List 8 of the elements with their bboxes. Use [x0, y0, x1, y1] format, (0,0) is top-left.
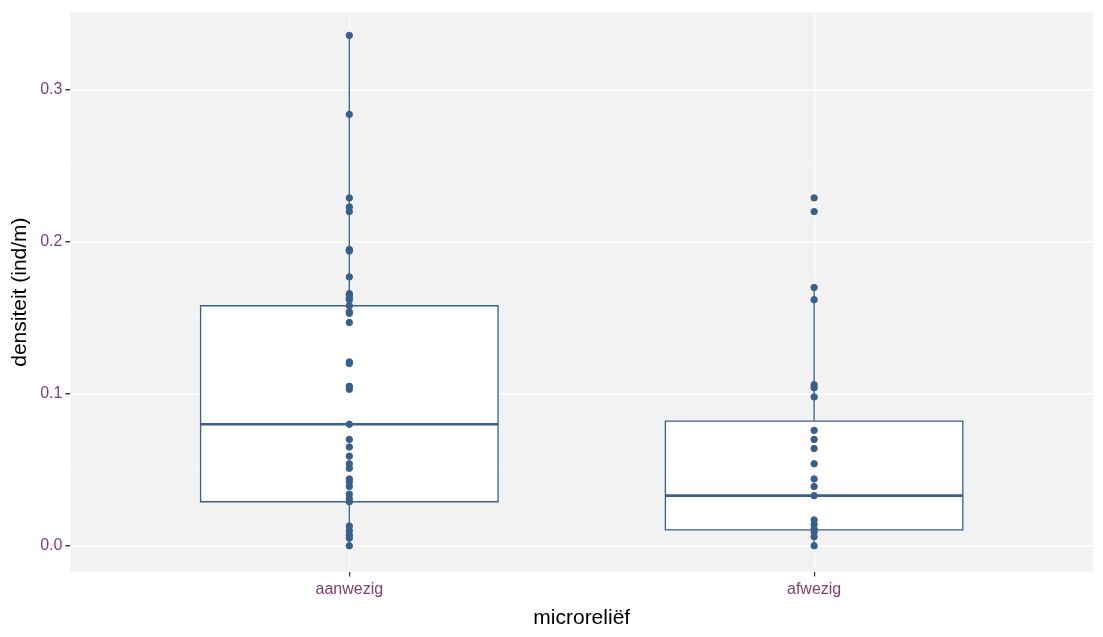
x-tick-label: aanwezig [315, 579, 384, 597]
y-tick-label: 0.3 [40, 80, 63, 98]
y-axis-title: densiteit (ind/m) [7, 217, 31, 367]
y-tick-label: 0.2 [40, 232, 63, 250]
y-tick-label: 0.0 [40, 536, 63, 554]
y-tick-label: 0.1 [40, 384, 63, 402]
x-axis-title: microreliëf [533, 605, 631, 629]
x-tick-label: afwezig [787, 579, 842, 597]
